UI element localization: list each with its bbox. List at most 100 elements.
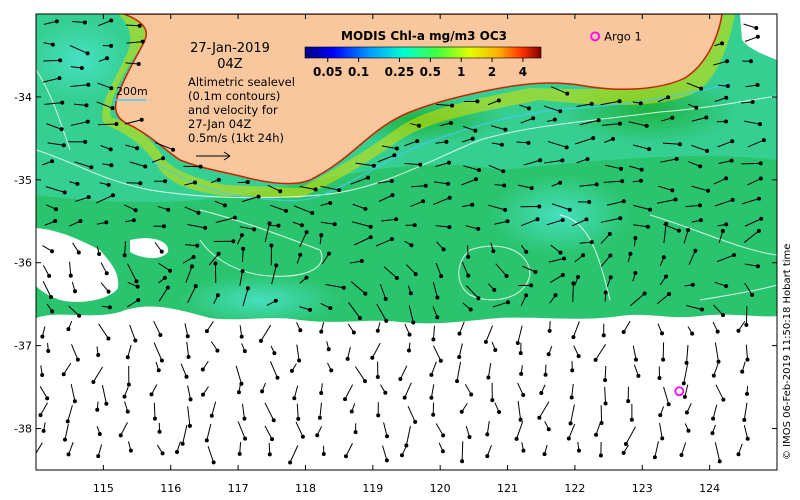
velocity-arrow-head <box>598 453 603 458</box>
velocity-arrow-head <box>258 338 263 343</box>
velocity-arrow-head <box>389 178 394 183</box>
velocity-arrow-head <box>192 180 197 185</box>
velocity-arrow-head <box>409 243 414 248</box>
velocity-arrow <box>406 264 417 275</box>
velocity-arrow <box>319 402 322 418</box>
velocity-arrow-head <box>319 329 324 334</box>
velocity-arrow-head <box>106 336 111 341</box>
velocity-arrow-head <box>158 332 163 337</box>
velocity-arrow <box>299 231 308 248</box>
velocity-arrow-head <box>383 390 388 395</box>
velocity-arrow <box>350 177 369 185</box>
velocity-arrow-head <box>349 409 354 414</box>
velocity-arrow-head <box>222 203 227 208</box>
velocity-arrow-head <box>560 218 565 223</box>
velocity-arrow <box>407 405 416 423</box>
velocity-arrow-head <box>652 455 657 460</box>
velocity-arrow-head <box>438 358 443 363</box>
velocity-arrow-head <box>562 256 567 261</box>
velocity-arrow <box>628 165 642 171</box>
velocity-arrow-head <box>271 418 276 423</box>
velocity-arrow-head <box>407 332 412 337</box>
velocity-arrow-head <box>670 188 675 193</box>
velocity-arrow-head <box>758 176 763 181</box>
velocity-arrow-head <box>204 438 209 443</box>
velocity-arrow-head <box>274 263 279 268</box>
velocity-arrow-head <box>619 166 624 171</box>
colorbar-tick-label: 2 <box>488 65 496 79</box>
velocity-arrow <box>747 139 765 148</box>
velocity-arrow <box>96 101 113 109</box>
velocity-arrow <box>127 263 137 282</box>
colorbar: MODIS Chl-a mg/m3 OC3 0.05 0.1 0.25 0.5 1 2 4 <box>304 29 542 79</box>
velocity-arrow-head <box>297 358 302 363</box>
velocity-arrow <box>153 402 156 419</box>
velocity-arrow-head <box>447 225 452 230</box>
velocity-arrow <box>72 20 85 24</box>
velocity-arrow-head <box>50 159 55 164</box>
velocity-arrow-head <box>648 207 653 212</box>
velocity-arrow-head <box>558 109 563 114</box>
velocity-arrow-head <box>429 395 434 400</box>
velocity-arrow <box>153 342 163 361</box>
velocity-arrow-head <box>736 328 741 333</box>
velocity-arrow-head <box>628 251 633 256</box>
velocity-arrow-head <box>299 223 304 228</box>
velocity-arrow-head <box>394 146 399 151</box>
velocity-arrow-head <box>681 381 686 386</box>
velocity-arrow-head <box>232 215 237 220</box>
velocity-arrow <box>347 346 351 359</box>
velocity-arrow-head <box>231 239 236 244</box>
velocity-arrow-head <box>457 354 462 359</box>
velocity-arrow-head <box>61 372 66 377</box>
velocity-arrow <box>382 445 388 461</box>
velocity-arrow <box>600 233 611 244</box>
velocity-arrow <box>712 404 718 419</box>
velocity-arrow-head <box>670 115 675 120</box>
velocity-arrow-head <box>566 436 571 441</box>
velocity-arrow <box>461 261 469 276</box>
colorbar-tick-label: 0.25 <box>385 65 415 79</box>
velocity-arrow <box>744 263 759 267</box>
velocity-arrow <box>656 293 670 305</box>
velocity-arrow <box>714 281 727 287</box>
velocity-arrow-head <box>546 427 551 432</box>
velocity-arrow-head <box>319 233 324 238</box>
velocity-arrow-head <box>310 211 315 216</box>
velocity-arrow-head <box>491 249 496 254</box>
velocity-arrow-head <box>191 254 196 259</box>
velocity-arrow <box>39 386 48 399</box>
velocity-arrow-head <box>587 199 592 204</box>
velocity-arrow <box>211 401 217 416</box>
velocity-arrow-head <box>252 227 257 232</box>
velocity-arrow-head <box>38 413 43 418</box>
velocity-arrow <box>100 262 108 274</box>
velocity-arrow-head <box>704 115 709 120</box>
velocity-arrow-head <box>450 103 455 108</box>
velocity-arrow-head <box>321 451 326 456</box>
velocity-arrow-head <box>366 175 371 180</box>
velocity-arrow-head <box>82 20 87 25</box>
velocity-arrow-head <box>558 180 563 185</box>
velocity-arrow-head <box>576 275 581 280</box>
velocity-arrow <box>408 305 414 323</box>
velocity-arrow-head <box>664 274 669 279</box>
velocity-arrow-head <box>54 19 59 24</box>
velocity-arrow <box>605 164 622 170</box>
velocity-arrow <box>158 287 169 302</box>
velocity-arrow <box>538 401 550 418</box>
velocity-arrow <box>465 285 479 299</box>
velocity-arrow-head <box>284 208 289 213</box>
velocity-arrow-head <box>466 273 471 278</box>
velocity-arrow <box>377 154 395 163</box>
velocity-arrow-head <box>375 375 380 380</box>
velocity-arrow-head <box>638 101 643 106</box>
velocity-arrow-head <box>694 105 699 110</box>
velocity-arrow-head <box>645 224 650 229</box>
velocity-arrow <box>126 182 141 184</box>
velocity-arrow <box>606 200 624 206</box>
velocity-arrow-head <box>313 187 318 192</box>
velocity-arrow-head <box>524 249 529 254</box>
velocity-arrow-head <box>745 391 750 396</box>
no-data-south <box>36 306 777 470</box>
